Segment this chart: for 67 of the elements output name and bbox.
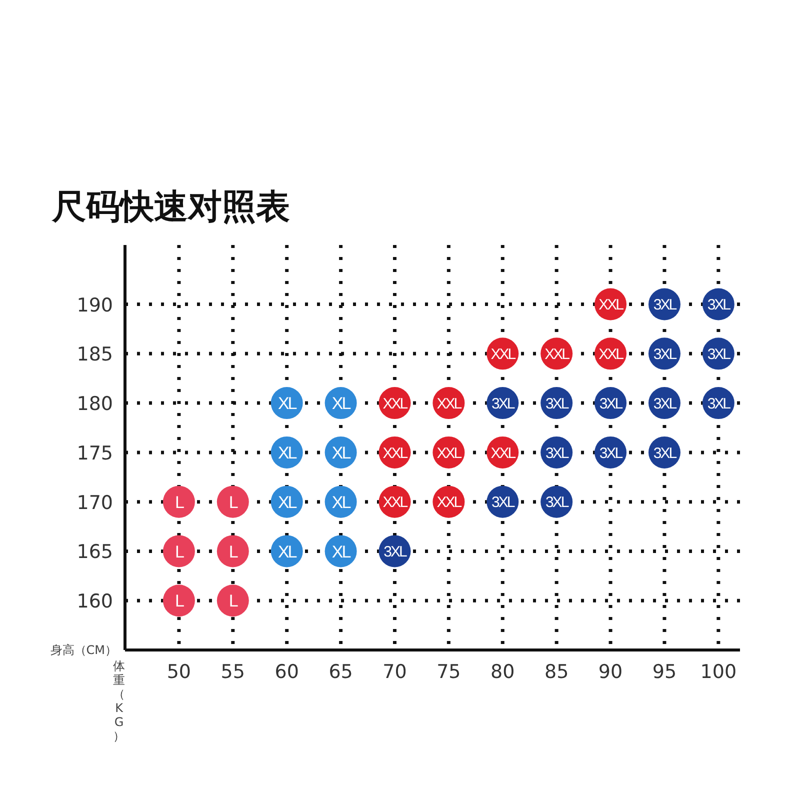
y-tick-label: 165	[76, 541, 113, 564]
text: 3XL	[492, 395, 514, 412]
y-tick-label: 170	[76, 492, 113, 514]
text: 3XL	[492, 494, 514, 512]
y-tick-label: 185	[76, 344, 113, 366]
text: XXL	[382, 444, 407, 462]
text: 3XL	[653, 296, 676, 314]
text: XL	[278, 492, 296, 512]
y-tick-label: 160	[76, 590, 113, 613]
text: XL	[278, 394, 296, 414]
x-tick-label: 55	[220, 661, 245, 683]
text: L	[174, 492, 183, 512]
x-axis-title: 体重（KG）	[113, 659, 125, 743]
text: 3XL	[707, 296, 730, 314]
series-label: XXL	[382, 494, 408, 512]
x-tick-label: 100	[700, 661, 737, 683]
chart-title: 尺码快速对照表	[51, 187, 290, 227]
text: XL	[332, 444, 350, 463]
x-tick-label: 50	[166, 661, 192, 683]
point	[162, 535, 195, 568]
point	[216, 584, 249, 617]
y-tick-label: 190	[76, 294, 113, 316]
text: XXL	[490, 346, 515, 364]
text: XXL	[436, 444, 461, 462]
text: XL	[332, 492, 350, 512]
x-tick-label: 65	[328, 661, 353, 683]
x-tick-label: 75	[436, 661, 461, 683]
text: L	[228, 492, 237, 512]
text: XL	[278, 444, 296, 463]
point	[216, 535, 249, 568]
y-tick-label: 180	[76, 393, 113, 416]
text: 3XL	[599, 395, 622, 412]
text: L	[174, 542, 183, 562]
text: 3XL	[707, 346, 730, 364]
text: XXL	[598, 346, 622, 364]
text: XXL	[436, 395, 461, 412]
y-tick-label: 175	[76, 442, 113, 464]
text: 3XL	[545, 494, 568, 512]
point	[162, 584, 195, 617]
x-tick-label: 80	[490, 661, 515, 683]
text: 3XL	[707, 395, 730, 412]
series-label: XL	[278, 542, 297, 562]
text: 3XL	[653, 395, 676, 412]
x-tick-label: 85	[544, 661, 569, 683]
point	[162, 486, 195, 518]
x-tick-label: 95	[652, 661, 677, 683]
text: 3XL	[545, 444, 568, 462]
text: L	[228, 592, 237, 611]
text: 3XL	[545, 395, 568, 412]
point	[216, 486, 249, 518]
x-tick-label: 90	[598, 661, 623, 683]
text: 3XL	[599, 444, 622, 462]
text: XL	[332, 394, 350, 414]
text: L	[174, 592, 183, 611]
text: XXL	[490, 444, 515, 462]
text: XXL	[436, 494, 461, 512]
text: 3XL	[653, 444, 676, 462]
text: XL	[332, 542, 350, 562]
text: 3XL	[653, 346, 676, 364]
series-label: L	[228, 542, 238, 562]
x-tick-label: 60	[274, 661, 299, 683]
x-tick-label: 70	[382, 661, 407, 683]
series-label: 3XL	[384, 544, 407, 561]
y-axis-title: 身高（CM）	[50, 643, 117, 657]
text: XXL	[598, 296, 622, 314]
text: XXL	[382, 395, 407, 412]
text: XXL	[544, 346, 569, 364]
